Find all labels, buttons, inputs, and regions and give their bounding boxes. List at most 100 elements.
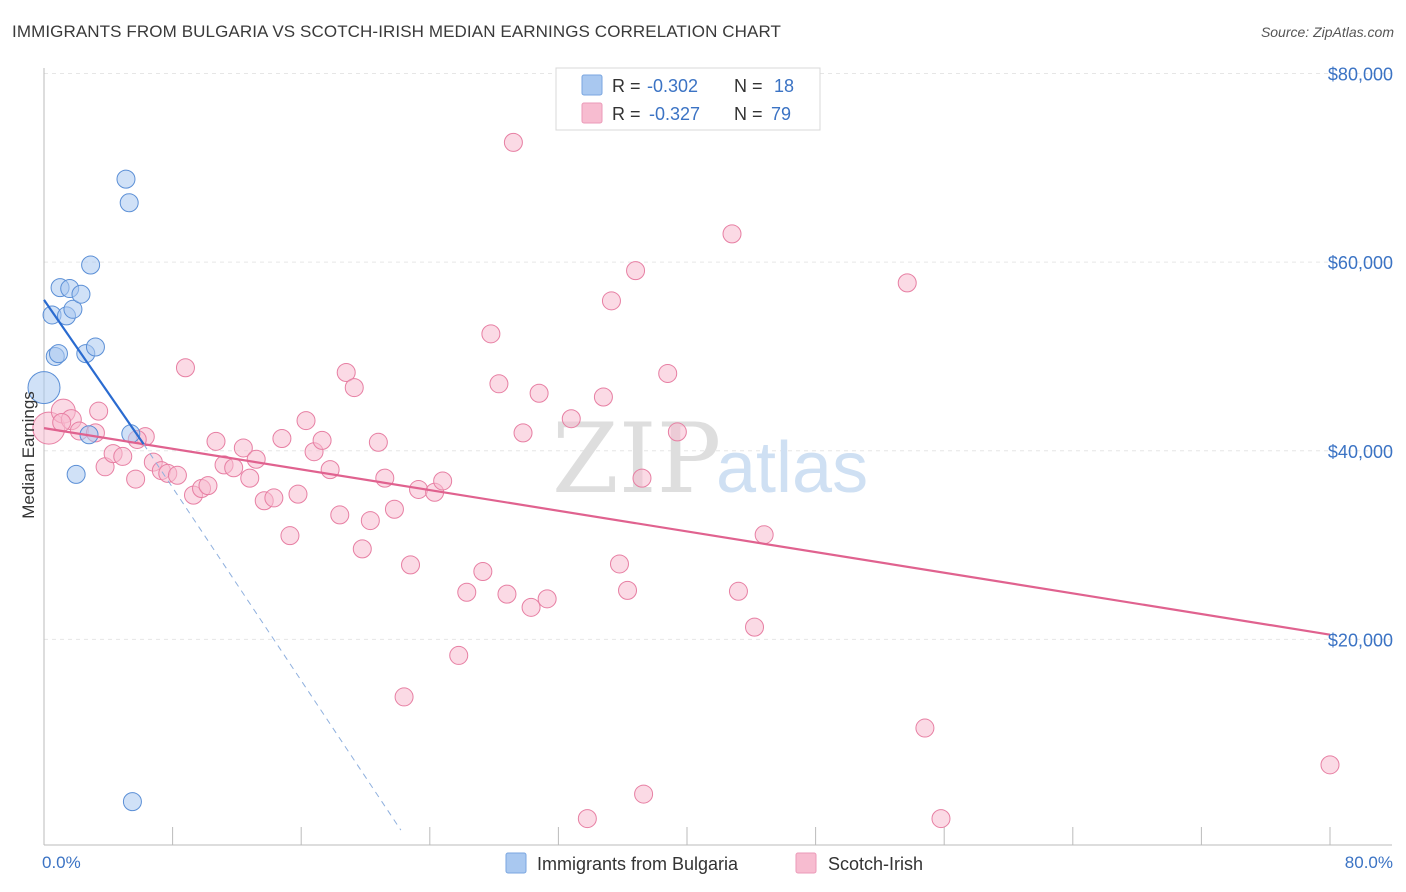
legend-r-label-bulgaria: R = (612, 76, 641, 96)
scotch-irish-point-36 (352, 539, 372, 559)
legend-n-label-bulgaria: N = (734, 76, 763, 96)
scotch-irish-point-54 (521, 597, 541, 617)
scotch-irish-point-67 (667, 422, 687, 442)
watermark: ZIP atlas (552, 403, 868, 515)
scotch-irish-point-66 (658, 363, 678, 383)
y-tick-label-1: $40,000 (1328, 442, 1393, 462)
scotch-irish-point-29 (296, 411, 316, 431)
scotch-irish-point-63 (626, 261, 646, 281)
bulgaria-point-0 (27, 371, 61, 405)
source-label: Source: ZipAtlas.com (1260, 24, 1394, 40)
bulgaria-point-12 (66, 464, 86, 484)
scotch-irish-point-31 (312, 430, 332, 450)
bulgaria-trend-line (43, 299, 145, 445)
scotch-irish-point-7 (113, 446, 133, 466)
bulgaria-point-14 (119, 193, 139, 213)
scotch-irish-point-13 (167, 465, 187, 485)
scotch-irish-point-20 (224, 458, 244, 478)
legend-n-value-bulgaria: 18 (774, 76, 794, 96)
bulgaria-point-15 (116, 169, 136, 189)
series-legend-swatch-bulgaria (505, 852, 527, 874)
y-axis-label: Median Earnings (19, 391, 38, 519)
scotch-irish-point-77 (52, 412, 72, 432)
scotch-irish-point-38 (368, 432, 388, 452)
scotch-irish-point-40 (384, 499, 404, 519)
scotch-irish-point-74 (931, 809, 951, 829)
scotch-irish-point-53 (513, 423, 533, 443)
chart-title: IMMIGRANTS FROM BULGARIA VS SCOTCH-IRISH… (12, 22, 782, 41)
axes (43, 68, 1392, 846)
scotch-irish-point-33 (330, 505, 350, 525)
scotch-irish-point-68 (722, 224, 742, 244)
scotch-irish-point-23 (246, 449, 266, 469)
watermark-atlas: atlas (716, 428, 868, 508)
scotch-irish-point-17 (198, 476, 218, 496)
legend-n-value-scotch-irish: 79 (771, 104, 791, 124)
legend-r-label-scotch-irish: R = (612, 104, 641, 124)
scotch-irish-point-25 (264, 488, 284, 508)
stats-legend: R = -0.302 N = 18 R = -0.327 N = 79 (555, 67, 821, 131)
scotch-irish-point-57 (561, 409, 581, 429)
bulgaria-point-11 (85, 337, 105, 357)
y-tick-label-2: $60,000 (1328, 253, 1393, 273)
scotch-irish-point-69 (728, 581, 748, 601)
bulgaria-point-10 (81, 255, 101, 275)
bulgaria-point-3 (48, 344, 68, 364)
scotch-irish-point-28 (288, 484, 308, 504)
scotch-irish-point-58 (577, 809, 597, 829)
scotch-irish-point-42 (401, 555, 421, 575)
scotch-irish-point-8 (126, 469, 146, 489)
scotch-irish-point-18 (206, 431, 226, 451)
grid-lines (44, 73, 1392, 640)
scotch-irish-point-62 (618, 580, 638, 600)
scotch-irish-trend-line (43, 427, 1331, 636)
scotch-irish-point-61 (609, 554, 629, 574)
scotch-irish-point-72 (897, 273, 917, 293)
scotch-irish-point-65 (634, 784, 654, 804)
bulgaria-point-8 (71, 284, 91, 304)
scotch-irish-point-52 (503, 132, 523, 152)
scotch-irish-point-75 (1320, 755, 1340, 775)
legend-swatch-bulgaria (581, 74, 603, 96)
series-legend: Immigrants from Bulgaria Scotch-Irish (505, 852, 923, 874)
scotch-irish-point-41 (394, 687, 414, 707)
series-legend-label-bulgaria: Immigrants from Bulgaria (537, 854, 739, 874)
legend-swatch-scotch-irish (581, 102, 603, 124)
scotch-irish-point-21 (233, 438, 253, 458)
x-tick-label-1: 80.0% (1345, 853, 1393, 872)
scotch-irish-point-55 (529, 383, 549, 403)
scotch-irish-point-34 (336, 362, 356, 382)
scotch-irish-point-64 (632, 468, 652, 488)
trend-lines (43, 299, 1331, 831)
y-tick-label-3: $80,000 (1328, 65, 1393, 85)
scotch-irish-point-37 (360, 511, 380, 531)
scotch-irish-point-56 (537, 589, 557, 609)
scotch-irish-point-76 (89, 401, 109, 421)
scotch-irish-point-50 (489, 374, 509, 394)
scotch-irish-point-59 (593, 387, 613, 407)
legend-n-label-scotch-irish: N = (734, 104, 763, 124)
legend-r-value-bulgaria: -0.302 (647, 76, 698, 96)
scotch-irish-point-70 (745, 617, 765, 637)
scotch-irish-point-73 (915, 718, 935, 738)
bulgaria-point-17 (122, 792, 142, 812)
y-tick-label-0: $20,000 (1328, 630, 1393, 650)
series-legend-swatch-scotch-irish (795, 852, 817, 874)
legend-r-value-scotch-irish: -0.327 (649, 104, 700, 124)
series-legend-label-scotch-irish: Scotch-Irish (828, 854, 923, 874)
scotch-irish-point-26 (272, 429, 292, 449)
tick-labels: $20,000 $40,000 $60,000 $80,000 0.0% 80.0% (42, 65, 1393, 873)
bulgaria-point-7 (63, 299, 83, 319)
scotch-irish-point-35 (344, 378, 364, 398)
scotch-irish-point-46 (449, 645, 469, 665)
x-tick-label-0: 0.0% (42, 853, 81, 872)
scotch-irish-point-45 (433, 471, 453, 491)
scotch-irish-point-49 (481, 324, 501, 344)
scotch-irish-point-60 (601, 291, 621, 311)
scotch-irish-point-71 (754, 525, 774, 545)
scotch-irish-point-47 (457, 582, 477, 602)
data-points (27, 132, 1340, 829)
scotch-irish-point-51 (497, 584, 517, 604)
scotch-irish-point-27 (280, 526, 300, 546)
